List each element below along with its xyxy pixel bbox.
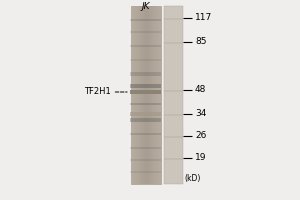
Bar — [142, 6, 144, 184]
Bar — [130, 31, 161, 33]
Bar — [135, 6, 136, 184]
Bar — [132, 6, 134, 184]
Bar — [164, 18, 183, 20]
Text: JK: JK — [141, 2, 150, 11]
Bar — [164, 90, 183, 92]
Bar — [164, 42, 183, 44]
Bar — [154, 6, 156, 184]
Bar — [130, 171, 161, 173]
Bar — [147, 6, 148, 184]
Bar — [141, 6, 142, 184]
Bar — [159, 6, 160, 184]
Text: 117: 117 — [195, 14, 212, 22]
Bar — [130, 6, 132, 184]
Bar — [130, 133, 161, 135]
Bar — [150, 6, 152, 184]
Bar — [153, 6, 154, 184]
Bar — [158, 6, 159, 184]
Bar — [130, 118, 161, 122]
Bar — [130, 147, 161, 149]
Bar — [130, 6, 160, 184]
Bar — [136, 6, 138, 184]
Bar — [146, 6, 147, 184]
Bar — [130, 159, 161, 161]
Bar — [130, 59, 161, 61]
Bar — [164, 136, 183, 138]
Bar — [140, 6, 141, 184]
Text: (kD): (kD) — [184, 174, 201, 182]
Bar — [138, 6, 140, 184]
Bar — [164, 6, 183, 184]
Bar — [130, 72, 161, 76]
Bar — [164, 158, 183, 160]
Bar — [144, 6, 146, 184]
Bar — [130, 45, 161, 47]
Text: 85: 85 — [195, 38, 206, 46]
Bar — [156, 6, 158, 184]
Text: TF2H1: TF2H1 — [84, 88, 111, 97]
Bar — [148, 6, 150, 184]
Text: 34: 34 — [195, 109, 206, 118]
Bar — [130, 84, 161, 88]
Text: 26: 26 — [195, 132, 206, 140]
Text: 48: 48 — [195, 85, 206, 94]
Bar — [130, 112, 161, 116]
Bar — [130, 19, 161, 21]
Text: 19: 19 — [195, 154, 206, 162]
Bar — [164, 114, 183, 116]
Bar — [130, 103, 161, 105]
Bar — [130, 90, 161, 94]
Bar — [152, 6, 153, 184]
Bar — [134, 6, 135, 184]
